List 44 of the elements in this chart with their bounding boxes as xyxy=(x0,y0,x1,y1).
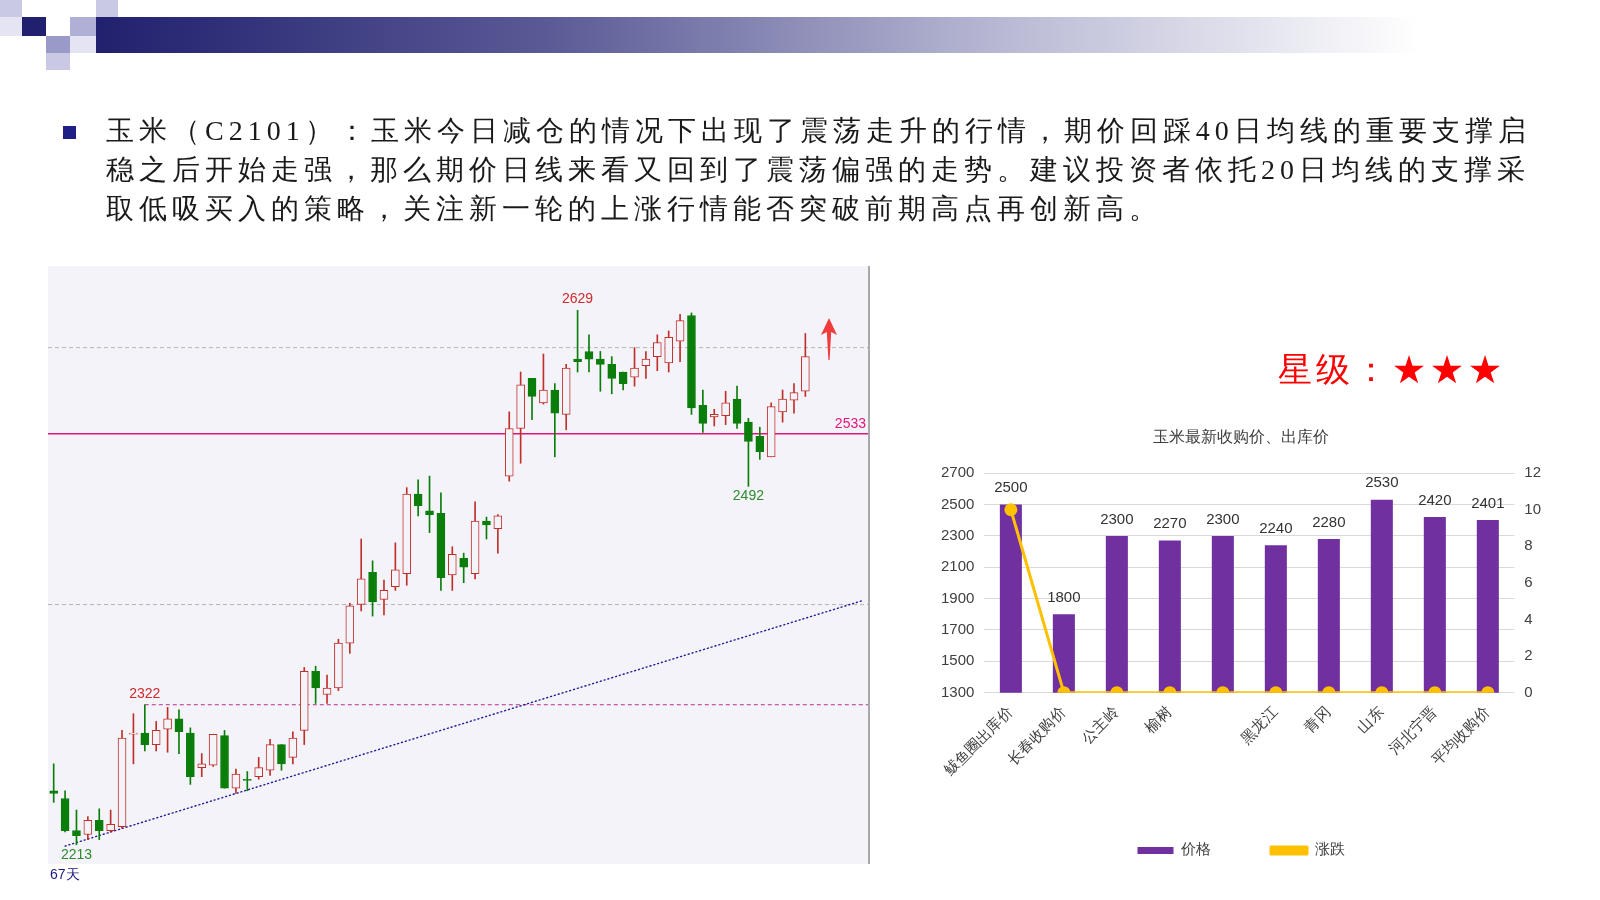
annotation: 2322 xyxy=(129,684,161,701)
annotation: 2492 xyxy=(732,487,765,504)
y-tick-label: 2700 xyxy=(940,463,975,481)
chart-title: 玉米最新收购价、出库价 xyxy=(1153,427,1329,445)
y2-tick-label: 10 xyxy=(1524,499,1541,517)
ref-line-label: 2533 xyxy=(834,414,867,431)
y-tick-label: 2500 xyxy=(940,494,975,512)
y-tick-label: 1500 xyxy=(940,651,975,669)
data-label: 2500 xyxy=(994,478,1028,496)
y2-tick-label: 2 xyxy=(1524,646,1533,664)
y-tick-label: 1300 xyxy=(940,682,975,700)
x-tick-label: 榆树 xyxy=(1142,703,1175,737)
y2-tick-label: 8 xyxy=(1524,536,1533,554)
annotation: 2213 xyxy=(60,845,93,862)
legend-label: 价格 xyxy=(1180,841,1211,858)
annotation: 2629 xyxy=(562,290,594,307)
candlestick xyxy=(140,704,150,752)
data-label: 2300 xyxy=(1100,509,1134,527)
data-label: 2530 xyxy=(1365,473,1399,491)
y-tick-label: 2300 xyxy=(940,526,975,544)
y2-tick-label: 12 xyxy=(1524,463,1541,481)
text: 星级：★★★ xyxy=(1278,350,1506,390)
y-tick-label: 2100 xyxy=(940,557,975,575)
y-tick-label: 1900 xyxy=(940,588,975,606)
y2-tick-label: 0 xyxy=(1524,682,1533,700)
data-label: 2240 xyxy=(1259,518,1293,536)
legend-label: 涨跌 xyxy=(1314,841,1345,858)
candlestick xyxy=(49,763,59,803)
data-label: 2401 xyxy=(1471,493,1505,511)
data-label: 2270 xyxy=(1153,514,1187,532)
data-label: 2280 xyxy=(1312,512,1346,530)
candlestick xyxy=(584,334,594,373)
x-tick-label: 黑龙江 xyxy=(1237,703,1281,747)
text: 玉米（C2101）：玉米今日减仓的情况下出现了震荡走升的行情，期价回踩40日均线的重要支撑启稳之后开始走强，那么期价日线来看又回到了震荡偏强的走势。建议投资者依托20日均线的支撑采取低吸买入的策略，关注新一轮的上涨行情能否突破前期高点再创新高。 xyxy=(106,114,1532,226)
y2-tick-label: 4 xyxy=(1524,609,1533,627)
text: 67天 xyxy=(50,865,80,882)
data-label: 2420 xyxy=(1418,490,1452,508)
data-label: 2300 xyxy=(1206,509,1240,527)
data-label: 1800 xyxy=(1047,587,1081,605)
x-tick-label: 公主岭 xyxy=(1078,703,1122,747)
y-tick-label: 1700 xyxy=(940,620,975,638)
x-tick-label: 青冈 xyxy=(1301,703,1334,737)
y2-tick-label: 6 xyxy=(1524,573,1533,591)
x-tick-label: 山东 xyxy=(1354,703,1387,737)
